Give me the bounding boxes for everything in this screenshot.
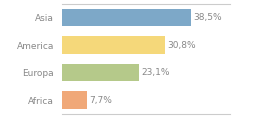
- Bar: [62, 64, 139, 81]
- Text: 23,1%: 23,1%: [141, 68, 170, 77]
- Text: 38,5%: 38,5%: [193, 13, 221, 22]
- Bar: [62, 91, 87, 109]
- Bar: [62, 36, 165, 54]
- Bar: [62, 9, 191, 27]
- Text: 7,7%: 7,7%: [90, 96, 112, 105]
- Text: 30,8%: 30,8%: [167, 41, 196, 50]
